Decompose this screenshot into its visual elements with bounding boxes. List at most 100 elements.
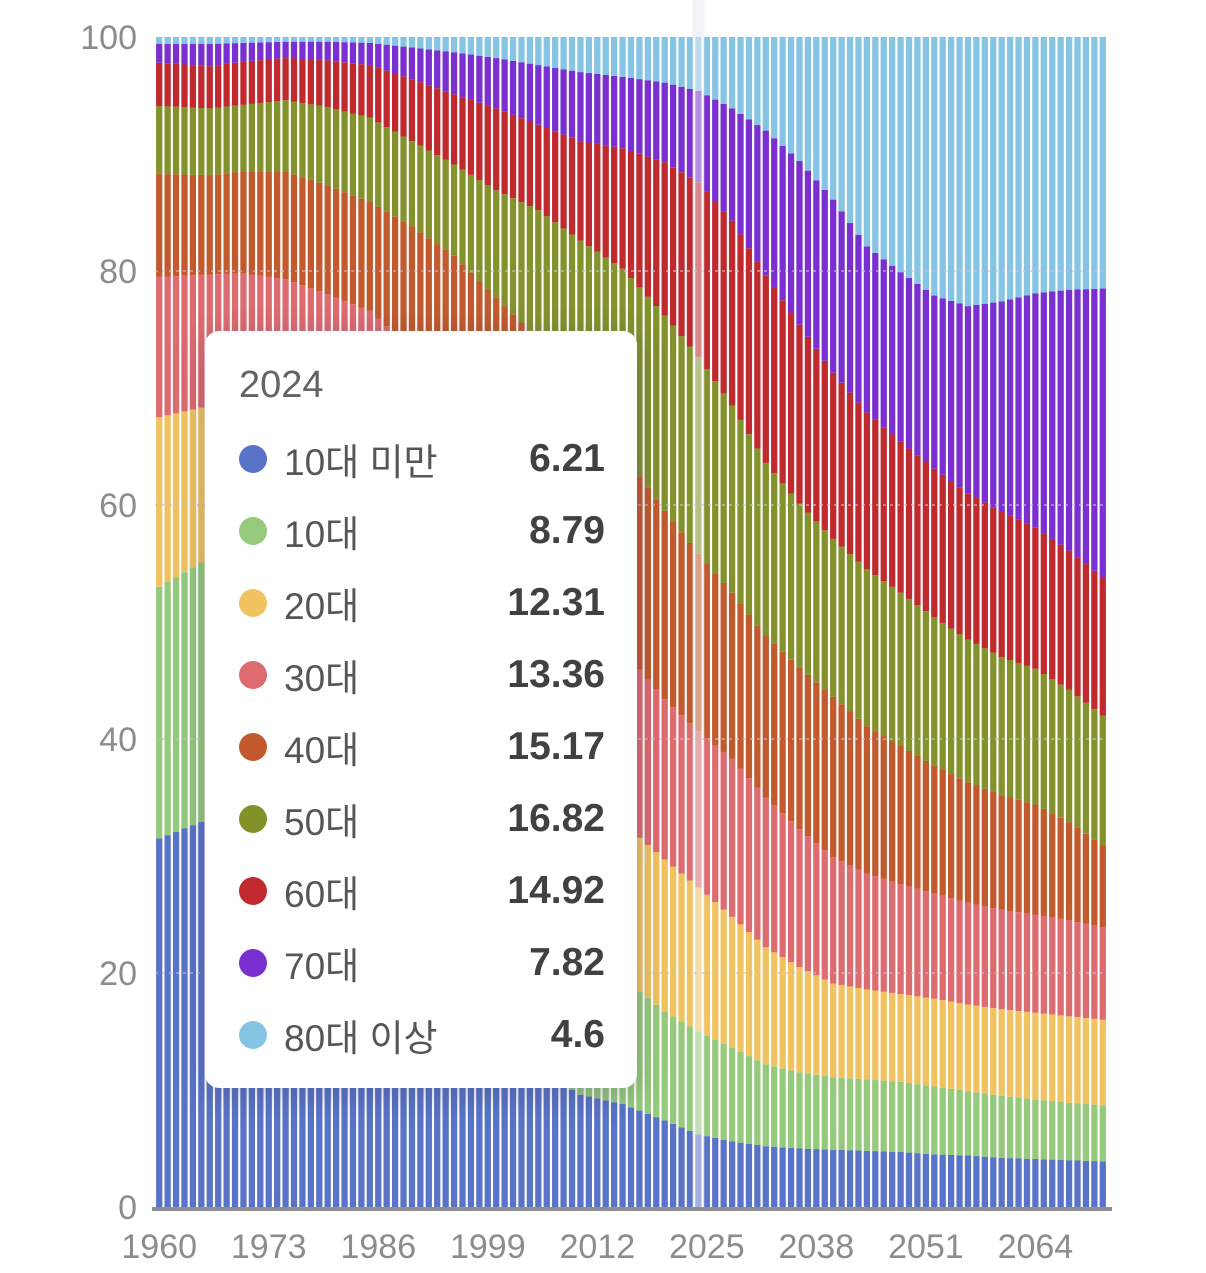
tooltip-row: 20대 12.31 bbox=[239, 567, 605, 639]
bar-2039[interactable] bbox=[821, 37, 828, 1207]
bar-2045[interactable] bbox=[872, 37, 879, 1207]
bar-1963[interactable] bbox=[181, 37, 188, 1207]
series-label: 50대 bbox=[284, 802, 360, 843]
tooltip-row: 30대 13.36 bbox=[239, 639, 605, 711]
bar-2053[interactable] bbox=[939, 37, 946, 1207]
tooltip-title: 2024 bbox=[239, 364, 324, 406]
series-color-dot bbox=[239, 949, 267, 977]
series-label: 30대 bbox=[284, 658, 360, 699]
y-axis-tick-label: 20 bbox=[99, 955, 137, 993]
series-color-dot bbox=[239, 805, 267, 833]
bar-2049[interactable] bbox=[905, 37, 913, 1208]
series-value: 12.31 bbox=[507, 581, 605, 624]
bar-2047[interactable] bbox=[889, 37, 896, 1207]
x-axis-tick-label: 1999 bbox=[450, 1228, 526, 1266]
series-color-dot bbox=[239, 445, 267, 473]
bar-2021[interactable] bbox=[669, 37, 677, 1207]
x-axis-tick-label: 2012 bbox=[559, 1228, 635, 1266]
tooltip: 2024 10대 미만 6.21 10대 8.79 20대 12.31 30대 … bbox=[205, 331, 637, 1088]
bar-2019[interactable] bbox=[653, 37, 660, 1207]
series-color-dot bbox=[239, 733, 267, 761]
tooltip-row: 50대 16.82 bbox=[239, 783, 605, 855]
x-axis-tick-label: 1973 bbox=[231, 1228, 307, 1266]
series-label: 20대 bbox=[284, 586, 360, 627]
bar-2031[interactable] bbox=[754, 37, 761, 1207]
bar-2024[interactable] bbox=[695, 37, 702, 1207]
series-value: 7.82 bbox=[529, 941, 605, 984]
series-value: 16.82 bbox=[507, 797, 605, 840]
x-axis-tick-label: 2038 bbox=[778, 1228, 854, 1266]
bar-2046[interactable] bbox=[880, 37, 887, 1207]
bar-2042[interactable] bbox=[846, 37, 854, 1207]
bar-2063[interactable] bbox=[1023, 37, 1031, 1207]
bar-2041[interactable] bbox=[838, 37, 845, 1207]
bar-1960[interactable] bbox=[156, 37, 163, 1207]
bar-2029[interactable] bbox=[737, 37, 744, 1207]
series-label: 10대 미만 bbox=[284, 442, 438, 483]
series-label: 70대 bbox=[284, 946, 360, 987]
bar-2058[interactable] bbox=[981, 37, 988, 1207]
bar-2034[interactable] bbox=[779, 37, 786, 1207]
bar-2023[interactable] bbox=[686, 37, 694, 1207]
bar-2033[interactable] bbox=[771, 37, 778, 1207]
bar-1964[interactable] bbox=[189, 37, 197, 1207]
bar-2020[interactable] bbox=[661, 37, 668, 1207]
series-value: 14.92 bbox=[507, 869, 605, 912]
bar-2055[interactable] bbox=[956, 37, 963, 1207]
bar-2032[interactable] bbox=[762, 37, 769, 1207]
bar-2018[interactable] bbox=[644, 37, 651, 1207]
bar-2065[interactable] bbox=[1040, 37, 1047, 1207]
x-axis-tick-label: 2051 bbox=[888, 1228, 964, 1266]
bar-2048[interactable] bbox=[897, 37, 904, 1207]
bar-2038[interactable] bbox=[813, 37, 820, 1207]
bar-2050[interactable] bbox=[914, 37, 921, 1207]
bar-2036[interactable] bbox=[796, 37, 803, 1207]
bar-2072[interactable] bbox=[1099, 37, 1106, 1207]
bar-2062[interactable] bbox=[1015, 37, 1022, 1207]
bar-2040[interactable] bbox=[830, 37, 837, 1207]
bar-2059[interactable] bbox=[990, 37, 997, 1207]
bar-2066[interactable] bbox=[1049, 37, 1056, 1207]
bar-2051[interactable] bbox=[922, 37, 929, 1207]
tooltip-row: 10대 8.79 bbox=[239, 495, 605, 567]
bar-1961[interactable] bbox=[164, 37, 171, 1207]
series-color-dot bbox=[239, 1021, 267, 1049]
bar-2057[interactable] bbox=[973, 37, 980, 1208]
x-axis-tick-label: 2064 bbox=[998, 1228, 1074, 1266]
bar-2069[interactable] bbox=[1074, 37, 1081, 1207]
bar-2054[interactable] bbox=[948, 37, 955, 1207]
bar-2070[interactable] bbox=[1082, 37, 1090, 1208]
bar-2061[interactable] bbox=[1006, 37, 1014, 1207]
hover-highlight-band bbox=[692, 0, 705, 1207]
y-axis-tick-label: 60 bbox=[99, 487, 137, 525]
bar-1965[interactable] bbox=[198, 37, 205, 1207]
bar-2037[interactable] bbox=[804, 37, 812, 1207]
series-value: 6.21 bbox=[529, 437, 605, 480]
y-axis-tick-label: 80 bbox=[99, 253, 137, 291]
bar-2067[interactable] bbox=[1057, 37, 1064, 1207]
bar-2052[interactable] bbox=[931, 37, 938, 1207]
bar-2044[interactable] bbox=[863, 37, 871, 1207]
tooltip-row: 70대 7.82 bbox=[239, 927, 605, 999]
x-axis-tick-label: 1986 bbox=[340, 1228, 416, 1266]
bar-2025[interactable] bbox=[703, 37, 710, 1207]
bar-2043[interactable] bbox=[855, 37, 862, 1207]
bar-1962[interactable] bbox=[172, 37, 180, 1207]
x-axis-tick-label: 2025 bbox=[669, 1228, 745, 1266]
bar-2028[interactable] bbox=[728, 37, 736, 1207]
bar-2035[interactable] bbox=[787, 37, 795, 1207]
bar-2071[interactable] bbox=[1091, 37, 1098, 1207]
tooltip-row: 80대 이상 4.6 bbox=[239, 999, 605, 1071]
y-axis-tick-label: 0 bbox=[118, 1189, 137, 1227]
bar-2064[interactable] bbox=[1032, 37, 1039, 1207]
bar-2026[interactable] bbox=[712, 37, 719, 1207]
bar-2022[interactable] bbox=[678, 37, 685, 1207]
bar-2030[interactable] bbox=[745, 37, 753, 1207]
series-label: 60대 bbox=[284, 874, 360, 915]
bar-2060[interactable] bbox=[998, 37, 1005, 1207]
bar-2017[interactable] bbox=[636, 37, 643, 1207]
bar-2056[interactable] bbox=[964, 37, 972, 1207]
series-color-dot bbox=[239, 877, 267, 905]
bar-2027[interactable] bbox=[720, 37, 727, 1207]
bar-2068[interactable] bbox=[1065, 37, 1073, 1207]
